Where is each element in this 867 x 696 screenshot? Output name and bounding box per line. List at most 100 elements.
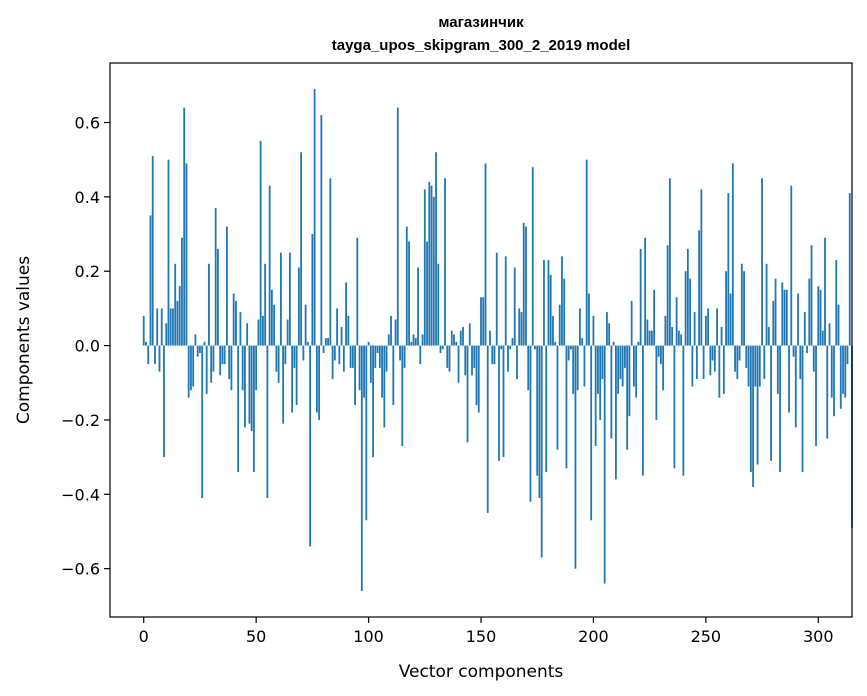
bar <box>217 248 219 346</box>
bar <box>686 248 689 346</box>
bar <box>163 345 165 458</box>
bar <box>720 326 723 346</box>
bar <box>264 263 267 346</box>
bar <box>590 345 593 521</box>
bar <box>516 345 518 380</box>
bar <box>824 237 826 346</box>
bar <box>617 345 620 394</box>
bar <box>226 226 228 346</box>
bar <box>394 319 397 346</box>
bar <box>360 345 363 591</box>
bar <box>426 241 428 346</box>
bar <box>821 330 824 346</box>
bar <box>657 345 660 357</box>
bar <box>331 345 334 380</box>
bar <box>230 345 233 391</box>
bar <box>770 345 772 461</box>
y-axis-ticks: −0.6 −0.4 −0.2 0.0 0.2 0.4 0.6 <box>61 113 110 579</box>
bar <box>583 345 586 387</box>
bar <box>235 300 237 346</box>
bar <box>172 308 174 346</box>
bar <box>799 345 802 380</box>
bar <box>190 345 192 391</box>
bar <box>453 334 455 346</box>
bar <box>543 260 545 346</box>
bar <box>208 263 210 346</box>
bar <box>689 278 692 346</box>
bar <box>612 341 615 346</box>
bar <box>806 345 808 354</box>
bar <box>381 345 383 398</box>
bar <box>345 282 347 346</box>
bar <box>486 345 489 513</box>
bar <box>277 345 280 383</box>
bar <box>401 345 404 446</box>
bar <box>536 345 539 476</box>
bar <box>349 345 352 368</box>
bar <box>376 345 379 354</box>
bar <box>646 319 649 346</box>
bar <box>300 152 303 346</box>
bar <box>572 345 575 394</box>
bar <box>363 345 365 398</box>
bar <box>423 189 426 346</box>
bar <box>293 345 296 368</box>
bar <box>576 345 579 391</box>
bar <box>538 345 541 499</box>
bar <box>387 334 390 346</box>
bar <box>776 345 779 394</box>
bar <box>792 345 795 357</box>
bar <box>498 345 500 461</box>
bar <box>471 345 473 376</box>
bar <box>158 345 161 372</box>
bar <box>765 263 768 346</box>
bar <box>351 345 354 368</box>
bar <box>621 345 624 387</box>
bar <box>592 315 595 346</box>
bar <box>702 345 705 380</box>
bar <box>835 260 838 346</box>
bar <box>635 345 638 398</box>
y-tick-label: −0.2 <box>61 411 100 430</box>
bar <box>347 315 350 346</box>
bar <box>169 308 172 346</box>
bar <box>480 297 482 346</box>
bar <box>781 282 784 346</box>
bar <box>767 326 770 346</box>
bar <box>671 326 674 346</box>
bar <box>421 334 424 346</box>
bar <box>408 241 410 346</box>
bar <box>633 345 635 387</box>
bar <box>639 248 642 346</box>
x-axis-ticks: 0 50 100 150 200 250 300 <box>139 617 834 646</box>
bar <box>574 345 577 569</box>
bar <box>511 338 514 346</box>
bar <box>464 345 467 376</box>
bar <box>439 345 442 354</box>
bar <box>707 308 709 346</box>
chart-title: магазинчик <box>438 14 524 31</box>
bar <box>210 345 213 383</box>
bar <box>237 345 240 472</box>
bar <box>529 345 532 502</box>
x-tick-label: 150 <box>466 627 497 646</box>
bar <box>473 345 476 368</box>
y-tick-label: 0.6 <box>75 113 100 132</box>
bar <box>367 341 370 346</box>
x-tick-label: 200 <box>578 627 609 646</box>
bar <box>311 234 314 346</box>
x-tick-label: 300 <box>803 627 834 646</box>
bar <box>749 345 752 472</box>
bar <box>466 345 469 443</box>
bar <box>147 345 150 365</box>
bar <box>450 330 453 346</box>
bar <box>342 345 345 372</box>
bar <box>493 345 496 365</box>
bar <box>374 345 377 368</box>
bar <box>183 107 186 346</box>
bar <box>246 323 249 346</box>
bar <box>396 107 399 346</box>
bar <box>167 159 170 346</box>
bar <box>318 345 321 420</box>
